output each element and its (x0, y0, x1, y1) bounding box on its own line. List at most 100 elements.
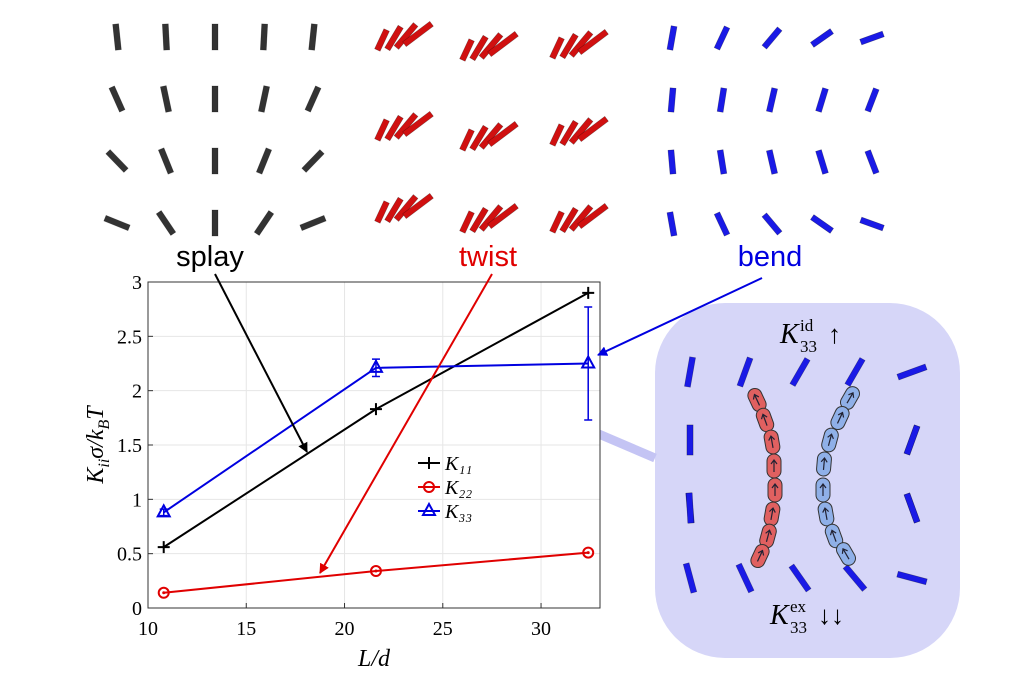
director-fields (103, 20, 885, 237)
rod (108, 85, 126, 113)
rod (667, 149, 677, 175)
y-tick-label: 1 (132, 489, 142, 511)
bead-arrow (841, 547, 850, 560)
rod (103, 214, 131, 232)
bead-arrow (752, 393, 761, 406)
legend-symbol (423, 457, 435, 469)
rod (713, 211, 731, 237)
rod (384, 24, 404, 52)
annotation: bend (738, 241, 803, 273)
point-dot (586, 551, 590, 555)
rod (815, 149, 829, 175)
inset-label: ex (790, 597, 807, 616)
rod (716, 87, 728, 113)
legend-marker (423, 457, 435, 469)
rod (896, 570, 928, 586)
rod (258, 85, 270, 113)
annotation-arrow (319, 273, 493, 574)
bead-arrow (836, 411, 845, 424)
point (582, 286, 595, 299)
annotation: twist (459, 241, 517, 273)
annotation-arrow (214, 273, 308, 453)
inset-label: 33 (800, 337, 817, 356)
rod (666, 211, 678, 237)
bead-arrow (820, 457, 828, 471)
y-tick-label: 0.5 (117, 544, 142, 566)
rod (211, 85, 219, 113)
rod (577, 28, 609, 56)
rod (384, 196, 404, 224)
rod (577, 202, 609, 230)
rod (810, 28, 834, 48)
inset-label: K (779, 319, 800, 350)
x-axis-label: L/d (357, 646, 391, 672)
bead-arrow (760, 413, 768, 426)
bead-arrow (819, 483, 827, 496)
point (157, 541, 170, 554)
x-tick-label: 30 (531, 618, 551, 640)
rod (549, 210, 565, 234)
point-dot (162, 591, 166, 595)
rod (559, 119, 579, 147)
annotation-arrow (597, 277, 763, 356)
inset-panel (655, 303, 960, 658)
rod (815, 87, 829, 113)
rod (155, 210, 177, 236)
rod (559, 206, 579, 234)
rod (255, 147, 273, 175)
point (157, 586, 170, 599)
rod (864, 87, 880, 113)
rod (716, 149, 728, 175)
rod (469, 124, 489, 152)
y-axis-label-part: B (96, 420, 113, 430)
rod (761, 212, 783, 236)
rod (549, 36, 565, 60)
point (156, 503, 172, 518)
rod (788, 563, 812, 593)
rod (160, 85, 172, 113)
rod (487, 30, 519, 58)
rod (402, 20, 434, 48)
bead-arrow (768, 435, 776, 449)
rod (374, 200, 390, 224)
rod (736, 356, 754, 388)
rod (308, 23, 318, 51)
rod (842, 564, 868, 592)
rod (469, 34, 489, 62)
legend-label: K₁₁ (444, 453, 472, 475)
point (368, 358, 384, 373)
rod (735, 562, 755, 594)
rod (304, 85, 322, 113)
axes-box (147, 281, 601, 609)
rod (844, 357, 866, 387)
inset-label: ↓↓ (818, 601, 844, 630)
rod (789, 357, 811, 387)
rod (105, 149, 129, 173)
rod (549, 123, 565, 147)
rod (112, 23, 122, 51)
point (369, 565, 382, 578)
rod (666, 25, 678, 51)
y-tick-label: 2.5 (117, 326, 142, 348)
bead-arrow (765, 529, 772, 542)
rod (162, 23, 170, 51)
legend-symbol (421, 501, 437, 516)
bead-arrow (829, 529, 837, 542)
rod (896, 363, 928, 381)
bead-arrow (822, 507, 830, 521)
y-axis-label: Kiiσ/kBT (83, 405, 113, 485)
rod (667, 87, 677, 113)
point (580, 354, 596, 369)
rod (253, 210, 275, 236)
rod (685, 492, 695, 524)
point-dot (374, 569, 378, 573)
rod (487, 120, 519, 148)
inset-label: K (769, 600, 790, 631)
rod (682, 562, 698, 594)
rod (211, 209, 219, 237)
point (369, 403, 382, 416)
rod (374, 28, 390, 52)
rod (459, 38, 475, 62)
rod (384, 114, 404, 142)
